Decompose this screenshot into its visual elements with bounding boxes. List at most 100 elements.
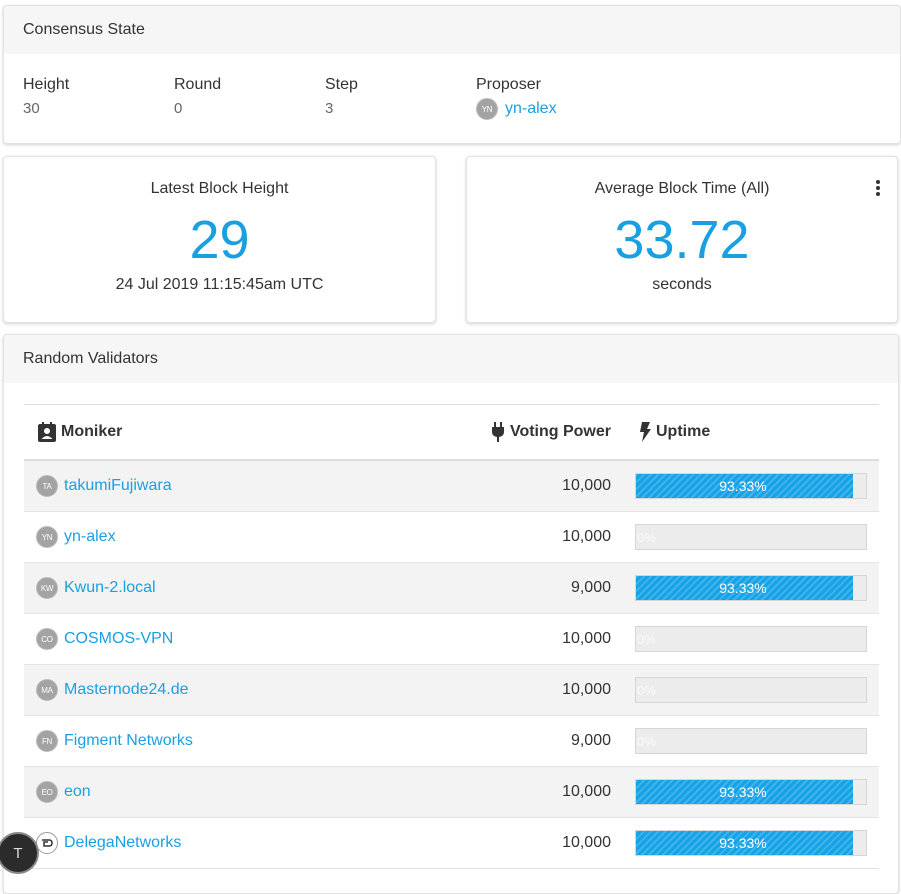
moniker-cell: DelegaNetworks bbox=[24, 832, 484, 854]
moniker-cell: MA Masternode24.de bbox=[24, 679, 484, 701]
uptime-cell: 93.33% bbox=[611, 779, 867, 805]
uptime-bar-fill bbox=[636, 474, 853, 498]
validator-avatar: YN bbox=[36, 526, 58, 548]
validator-link[interactable]: eon bbox=[64, 783, 91, 800]
uptime-cell: 0% bbox=[611, 524, 867, 550]
uptime-progress-bar: 0% bbox=[635, 728, 867, 754]
consensus-state-card: Consensus State Height 30 Round 0 Step 3… bbox=[3, 5, 901, 144]
plug-icon bbox=[491, 422, 504, 442]
proposer-name-link[interactable]: yn-alex bbox=[505, 100, 557, 117]
moniker-cell: KW Kwun-2.local bbox=[24, 577, 484, 599]
proposer-field: Proposer YN yn-alex bbox=[476, 76, 557, 120]
table-row: YN yn-alex 10,000 0% bbox=[24, 512, 879, 563]
consensus-state-header: Consensus State bbox=[4, 6, 900, 54]
validator-link[interactable]: yn-alex bbox=[64, 528, 116, 545]
table-row: DelegaNetworks 10,000 93.33% bbox=[24, 818, 879, 869]
moniker-column-header: Moniker bbox=[24, 422, 484, 442]
step-field: Step 3 bbox=[325, 76, 358, 117]
moniker-cell: FN Figment Networks bbox=[24, 730, 484, 752]
moniker-header-label: Moniker bbox=[61, 423, 123, 440]
validator-logo-icon bbox=[36, 832, 58, 854]
avg-block-title: Average Block Time (All) bbox=[594, 180, 770, 197]
validator-link[interactable]: Figment Networks bbox=[64, 732, 193, 749]
validator-link[interactable]: COSMOS-VPN bbox=[64, 630, 174, 647]
uptime-bar-label: 0% bbox=[637, 733, 656, 749]
validator-link[interactable]: takumiFujiwara bbox=[64, 477, 172, 494]
voting-power-cell: 10,000 bbox=[562, 783, 611, 800]
uptime-bar-label: 93.33% bbox=[719, 580, 767, 596]
step-value: 3 bbox=[325, 100, 334, 117]
latest-block-title: Latest Block Height bbox=[150, 180, 289, 197]
round-value: 0 bbox=[174, 100, 183, 117]
table-row: CO COSMOS-VPN 10,000 0% bbox=[24, 614, 879, 665]
table-row: MA Masternode24.de 10,000 0% bbox=[24, 665, 879, 716]
uptime-progress-bar: 0% bbox=[635, 677, 867, 703]
moniker-cell: YN yn-alex bbox=[24, 526, 484, 548]
consensus-state-title: Consensus State bbox=[23, 21, 145, 38]
latest-block-time: 24 Jul 2019 11:15:45am UTC bbox=[115, 276, 324, 293]
uptime-progress-bar: 93.33% bbox=[635, 473, 867, 499]
contact-card-icon bbox=[38, 422, 56, 442]
uptime-cell: 93.33% bbox=[611, 575, 867, 601]
validator-link[interactable]: DelegaNetworks bbox=[64, 834, 182, 851]
moniker-cell: CO COSMOS-VPN bbox=[24, 628, 484, 650]
validator-avatar: EO bbox=[36, 781, 58, 803]
validators-table: Moniker Voting Power Uptime TA takumiFuj… bbox=[24, 404, 879, 869]
validator-avatar: FN bbox=[36, 730, 58, 752]
uptime-bar-fill bbox=[636, 576, 853, 600]
uptime-cell: 0% bbox=[611, 626, 867, 652]
uptime-header-label: Uptime bbox=[656, 423, 711, 440]
voting-power-cell: 10,000 bbox=[562, 630, 611, 647]
proposer-link[interactable]: YN yn-alex bbox=[476, 98, 557, 120]
validator-link[interactable]: Kwun-2.local bbox=[64, 579, 156, 596]
voting-power-cell: 9,000 bbox=[570, 579, 611, 596]
voting-power-cell: 10,000 bbox=[562, 834, 611, 851]
validator-link[interactable]: Masternode24.de bbox=[64, 681, 189, 698]
table-header: Moniker Voting Power Uptime bbox=[24, 405, 879, 461]
voting-power-cell: 9,000 bbox=[570, 732, 611, 749]
moniker-cell: TA takumiFujiwara bbox=[24, 475, 484, 497]
lightning-icon bbox=[640, 422, 651, 442]
table-row: FN Figment Networks 9,000 0% bbox=[24, 716, 879, 767]
proposer-label: Proposer bbox=[476, 76, 541, 93]
uptime-bar-label: 0% bbox=[637, 682, 656, 698]
uptime-progress-bar: 0% bbox=[635, 626, 867, 652]
avg-block-unit: seconds bbox=[652, 276, 712, 293]
voting-power-cell: 10,000 bbox=[562, 528, 611, 545]
round-field: Round 0 bbox=[174, 76, 221, 117]
uptime-bar-label: 93.33% bbox=[719, 835, 767, 851]
random-validators-title: Random Validators bbox=[23, 350, 158, 367]
latest-block-height-card: Latest Block Height 29 24 Jul 2019 11:15… bbox=[3, 156, 436, 323]
latest-block-value: 29 bbox=[189, 210, 250, 270]
voting-power-header-label: Voting Power bbox=[509, 423, 611, 440]
validator-avatar: CO bbox=[36, 628, 58, 650]
random-validators-card: Random Validators Moniker Vo bbox=[3, 334, 899, 894]
uptime-cell: 93.33% bbox=[611, 473, 867, 499]
table-row: TA takumiFujiwara 10,000 93.33% bbox=[24, 461, 879, 512]
validator-avatar: MA bbox=[36, 679, 58, 701]
voting-power-cell: 10,000 bbox=[562, 477, 611, 494]
random-validators-header: Random Validators bbox=[4, 335, 898, 383]
uptime-bar-label: 93.33% bbox=[719, 478, 767, 494]
table-row: KW Kwun-2.local 9,000 93.33% bbox=[24, 563, 879, 614]
uptime-bar-label: 0% bbox=[637, 529, 656, 545]
average-block-time-card: Average Block Time (All) 33.72 seconds bbox=[466, 156, 898, 323]
height-field: Height 30 bbox=[23, 76, 69, 117]
uptime-cell: 0% bbox=[611, 677, 867, 703]
avg-block-value: 33.72 bbox=[614, 210, 750, 270]
uptime-cell: 0% bbox=[611, 728, 867, 754]
voting-power-cell: 10,000 bbox=[562, 681, 611, 698]
uptime-bar-label: 93.33% bbox=[719, 784, 767, 800]
uptime-progress-bar: 93.33% bbox=[635, 779, 867, 805]
uptime-bar-fill bbox=[636, 831, 853, 855]
uptime-bar-fill bbox=[636, 780, 853, 804]
uptime-bar-label: 0% bbox=[637, 631, 656, 647]
fab-letter: T bbox=[13, 844, 23, 862]
uptime-progress-bar: 93.33% bbox=[635, 575, 867, 601]
more-vertical-icon[interactable] bbox=[873, 179, 883, 199]
voting-power-column-header: Voting Power bbox=[484, 422, 611, 442]
height-label: Height bbox=[23, 76, 70, 93]
uptime-column-header: Uptime bbox=[611, 422, 710, 442]
uptime-progress-bar: 93.33% bbox=[635, 830, 867, 856]
moniker-cell: EO eon bbox=[24, 781, 484, 803]
